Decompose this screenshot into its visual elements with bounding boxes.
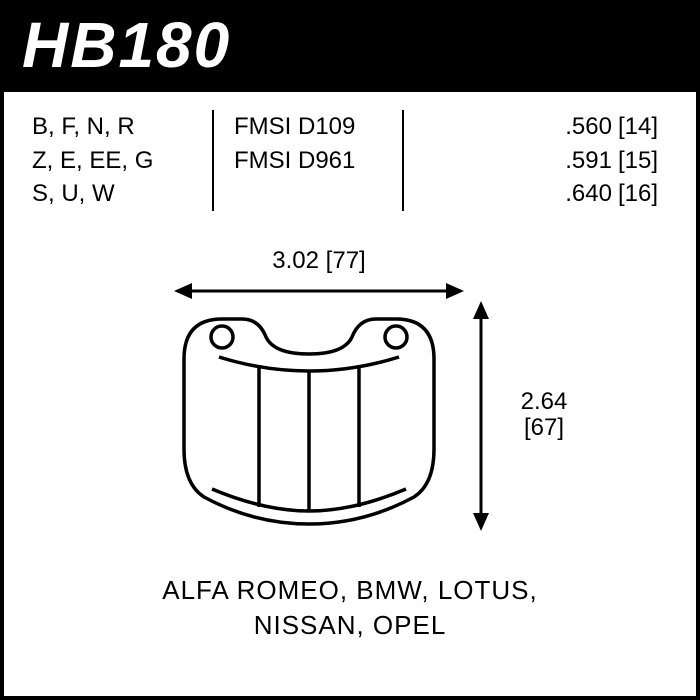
compound-codes-column: B, F, N, R Z, E, EE, G S, U, W [32, 110, 212, 211]
thickness-row: .591 [15] [424, 144, 658, 178]
width-in: 3.02 [272, 247, 319, 274]
brands-line: NISSAN, OPEL [44, 608, 656, 643]
height-dimension-label: 2.64 [67] [504, 389, 584, 442]
thickness-in: .591 [565, 144, 612, 178]
fmsi-column: FMSI D109 FMSI D961 [212, 110, 402, 211]
thickness-mm: [15] [618, 144, 658, 178]
pad-hole [385, 326, 407, 348]
height-arrow [469, 301, 493, 531]
brands-line: ALFA ROMEO, BMW, LOTUS, [44, 573, 656, 608]
pad-diagram: 3.02 [77] 2.64 [67] [4, 229, 696, 569]
height-mm: [67] [504, 415, 584, 441]
spec-card: HB180 B, F, N, R Z, E, EE, G S, U, W FMS… [0, 0, 700, 700]
part-number-header: HB180 [4, 4, 696, 92]
fmsi-row: FMSI D961 [234, 144, 402, 178]
width-mm: [77] [326, 247, 366, 274]
brake-pad-shape [164, 299, 454, 539]
thickness-column: .560 [14] .591 [15] .640 [16] [402, 110, 668, 211]
applications: ALFA ROMEO, BMW, LOTUS, NISSAN, OPEL [4, 573, 696, 643]
compound-row: S, U, W [32, 177, 212, 211]
height-in: 2.64 [504, 389, 584, 415]
thickness-mm: [16] [618, 177, 658, 211]
part-number: HB180 [22, 9, 231, 81]
width-dimension-label: 3.02 [77] [199, 247, 439, 275]
fmsi-row: FMSI D109 [234, 110, 402, 144]
thickness-mm: [14] [618, 110, 658, 144]
compound-row: B, F, N, R [32, 110, 212, 144]
thickness-in: .560 [565, 110, 612, 144]
pad-hole [211, 326, 233, 348]
thickness-row: .640 [16] [424, 177, 658, 211]
thickness-row: .560 [14] [424, 110, 658, 144]
pad-inner-top [219, 357, 399, 371]
specs-table: B, F, N, R Z, E, EE, G S, U, W FMSI D109… [4, 92, 696, 219]
compound-row: Z, E, EE, G [32, 144, 212, 178]
thickness-in: .640 [565, 177, 612, 211]
